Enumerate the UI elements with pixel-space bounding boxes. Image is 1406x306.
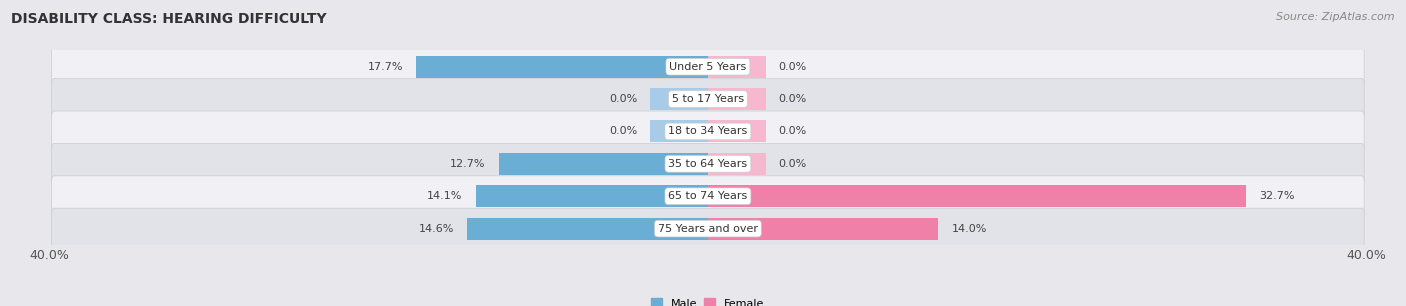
Text: 0.0%: 0.0% [779, 126, 807, 136]
Text: 18 to 34 Years: 18 to 34 Years [668, 126, 748, 136]
Bar [709, 121, 765, 143]
Text: DISABILITY CLASS: HEARING DIFFICULTY: DISABILITY CLASS: HEARING DIFFICULTY [11, 12, 326, 26]
Legend: Male, Female: Male, Female [647, 294, 769, 306]
Bar [499, 153, 709, 175]
FancyBboxPatch shape [52, 79, 1364, 119]
FancyBboxPatch shape [52, 176, 1364, 217]
Bar [416, 56, 709, 78]
Text: 17.7%: 17.7% [368, 62, 404, 72]
Text: 14.1%: 14.1% [427, 191, 463, 201]
Bar [651, 121, 709, 143]
Text: Source: ZipAtlas.com: Source: ZipAtlas.com [1277, 12, 1395, 22]
Bar [475, 185, 709, 207]
Text: 14.6%: 14.6% [419, 224, 454, 233]
Text: 0.0%: 0.0% [779, 159, 807, 169]
Text: 0.0%: 0.0% [779, 94, 807, 104]
Text: 14.0%: 14.0% [952, 224, 987, 233]
Text: 0.0%: 0.0% [609, 126, 637, 136]
Bar [709, 56, 765, 78]
Bar [709, 185, 1246, 207]
Text: 0.0%: 0.0% [609, 94, 637, 104]
Text: 12.7%: 12.7% [450, 159, 485, 169]
Bar [709, 88, 765, 110]
Bar [651, 88, 709, 110]
Text: 65 to 74 Years: 65 to 74 Years [668, 191, 748, 201]
Text: 0.0%: 0.0% [779, 62, 807, 72]
FancyBboxPatch shape [52, 46, 1364, 87]
Text: 32.7%: 32.7% [1260, 191, 1295, 201]
Text: Under 5 Years: Under 5 Years [669, 62, 747, 72]
FancyBboxPatch shape [52, 144, 1364, 184]
FancyBboxPatch shape [52, 111, 1364, 152]
Text: 5 to 17 Years: 5 to 17 Years [672, 94, 744, 104]
Text: 35 to 64 Years: 35 to 64 Years [668, 159, 748, 169]
Text: 75 Years and over: 75 Years and over [658, 224, 758, 233]
Bar [709, 218, 938, 240]
Bar [467, 218, 709, 240]
FancyBboxPatch shape [52, 208, 1364, 249]
Bar [709, 153, 765, 175]
